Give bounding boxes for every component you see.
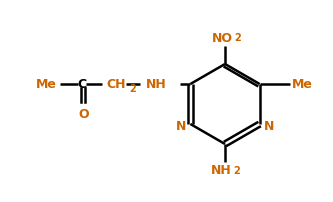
Text: 2: 2 <box>235 33 241 43</box>
Text: Me: Me <box>36 78 57 91</box>
Text: C: C <box>78 78 87 91</box>
Text: NH: NH <box>146 78 167 91</box>
Text: O: O <box>78 108 89 121</box>
Text: N: N <box>176 119 186 132</box>
Text: Me: Me <box>292 78 313 91</box>
Text: CH: CH <box>107 78 126 91</box>
Text: 2: 2 <box>234 165 240 175</box>
Text: N: N <box>263 119 274 132</box>
Text: NH: NH <box>211 164 231 177</box>
Text: NO: NO <box>211 31 232 44</box>
Text: 2: 2 <box>129 84 136 94</box>
